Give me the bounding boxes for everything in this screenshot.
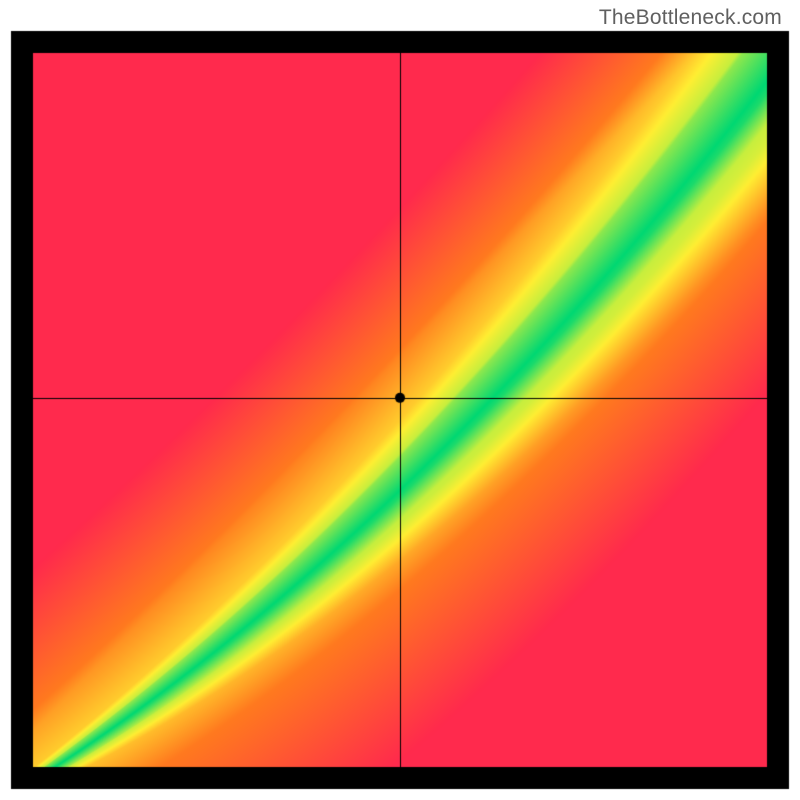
- chart-container: TheBottleneck.com: [0, 0, 800, 800]
- bottleneck-heatmap: [0, 0, 800, 800]
- watermark-text: TheBottleneck.com: [599, 6, 782, 30]
